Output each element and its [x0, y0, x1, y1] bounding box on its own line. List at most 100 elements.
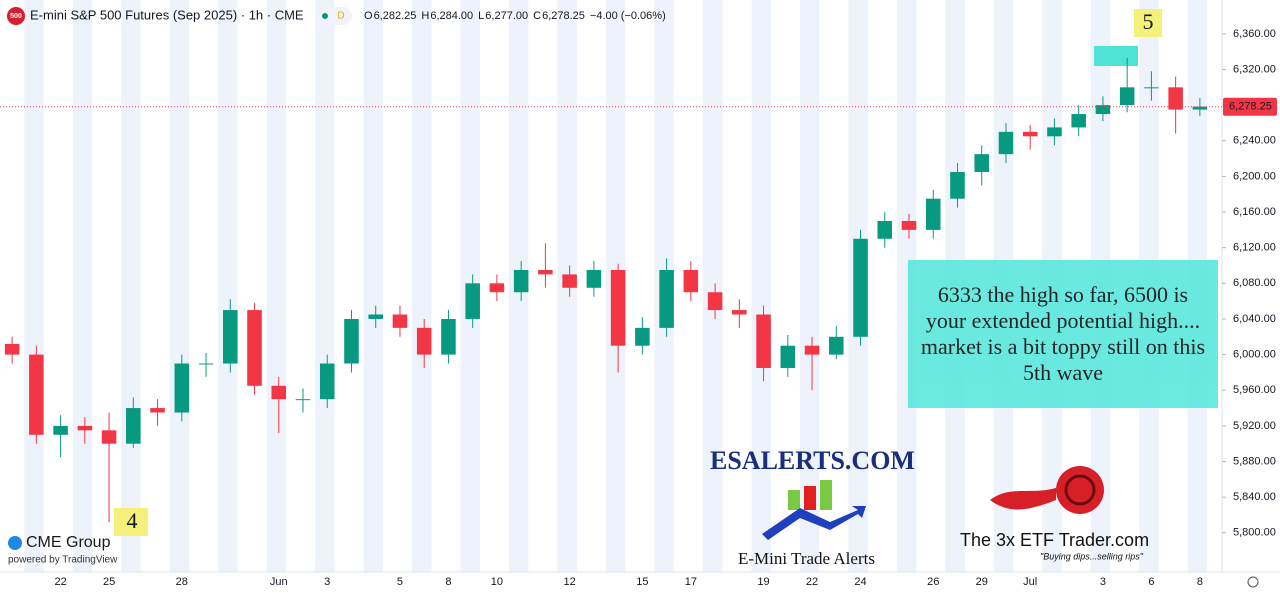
etf-logo — [1064, 474, 1096, 506]
candle-body — [1047, 127, 1062, 137]
etf-logo — [1056, 466, 1104, 514]
candle-body — [29, 354, 44, 435]
candle-body — [853, 238, 868, 337]
candle-body — [247, 310, 262, 386]
candle-body — [416, 327, 432, 355]
candle-body — [4, 343, 20, 355]
ohlc-key: O — [364, 10, 373, 22]
ohlc-value: 6,278.25 — [542, 10, 585, 22]
annotation-note: 6333 the high so far, 6500 is your exten… — [908, 260, 1218, 408]
wave4-label: 4 — [127, 508, 138, 533]
powered-text: powered by TradingView — [8, 555, 118, 566]
y-tick-label: 6,160.00 — [1233, 206, 1276, 218]
logo-bar — [804, 486, 816, 510]
x-tick-label: 29 — [976, 576, 988, 588]
candle-body — [489, 283, 505, 293]
candle-body — [804, 345, 820, 355]
wave5-box — [1134, 9, 1162, 37]
x-tick-label: 22 — [54, 576, 66, 588]
candle-body — [950, 171, 965, 199]
cme-globe — [8, 536, 22, 550]
candle-body — [174, 363, 190, 413]
x-tick-label: 8 — [445, 576, 451, 588]
session-band — [896, 0, 917, 572]
x-tick-label: 15 — [636, 576, 648, 588]
ohlc-value: 6,284.00 — [430, 10, 473, 22]
y-tick-label: 6,320.00 — [1233, 63, 1276, 75]
session-band — [24, 0, 44, 572]
candle-body — [101, 430, 117, 444]
logo-bar — [788, 490, 800, 510]
candle-body — [974, 154, 989, 172]
ohlc-key: H — [421, 10, 429, 22]
chart-title: E-mini S&P 500 Futures (Sep 2025) · 1h ·… — [30, 7, 304, 22]
logo — [7, 7, 25, 25]
session-band — [799, 0, 820, 572]
y-tick-label: 6,080.00 — [1233, 277, 1276, 289]
candle-body — [1192, 106, 1208, 110]
status-dot — [322, 13, 328, 19]
candle-body — [538, 269, 553, 275]
x-tick-label: Jun — [270, 576, 288, 588]
candle-body — [344, 318, 359, 364]
session-shading — [24, 0, 1208, 572]
ohlc-change: −4.00 (−0.06%) — [590, 10, 666, 22]
settings-icon[interactable] — [1247, 576, 1259, 588]
logo-text: 500 — [10, 13, 22, 20]
wave5-label: 5 — [1143, 9, 1154, 34]
candle-body — [465, 283, 480, 319]
x-tick-label: 26 — [927, 576, 939, 588]
wave4-box — [114, 508, 148, 536]
candle-body — [707, 292, 723, 311]
session-band — [702, 0, 723, 572]
y-tick-label: 6,360.00 — [1233, 28, 1276, 40]
candle-body — [877, 220, 893, 239]
y-tick-label: 5,920.00 — [1233, 420, 1276, 432]
etf-tag: "Buying dips...selling rips" — [1040, 551, 1144, 561]
x-tick-label: 6 — [1148, 576, 1154, 588]
last-price-box — [1223, 97, 1277, 116]
candle-body — [150, 408, 165, 413]
session-band — [751, 0, 771, 572]
x-tick-label: 12 — [564, 576, 576, 588]
candle-body — [1022, 131, 1038, 137]
y-tick-label: 6,240.00 — [1233, 135, 1276, 147]
x-tick-label: 3 — [324, 576, 330, 588]
candle-body — [925, 198, 941, 230]
y-tick-label: 6,200.00 — [1233, 170, 1276, 182]
candle-body — [586, 269, 602, 288]
y-tick-label: 5,800.00 — [1233, 527, 1276, 539]
ohlc-header: O 6,282.25 H 6,284.00 L 6,277.00 C 6,278.25 −4.0… — [364, 10, 666, 22]
session-band — [315, 0, 335, 572]
candle-body — [392, 314, 408, 328]
logo-arrow — [762, 506, 866, 540]
ohlc-key: C — [533, 10, 541, 22]
candle-body — [295, 399, 311, 401]
candle-body — [901, 220, 917, 230]
x-tick-label: 3 — [1100, 576, 1106, 588]
session-band — [363, 0, 383, 572]
brand-title: ESALERTS.COM — [710, 446, 915, 475]
candle-body — [562, 274, 577, 288]
x-tick-label: 5 — [397, 576, 403, 588]
candle-body — [441, 318, 456, 355]
session-band — [72, 0, 93, 572]
candle-body — [271, 385, 287, 400]
candle-body — [126, 408, 141, 444]
y-tick-label: 6,040.00 — [1233, 313, 1276, 325]
session-band — [266, 0, 287, 572]
candle-body — [1119, 87, 1135, 106]
candle-body — [756, 314, 771, 368]
interval-badge: D — [337, 11, 344, 22]
candle-body — [223, 310, 238, 364]
candle-body — [53, 425, 68, 435]
candle-body — [732, 310, 747, 315]
high-highlight — [1094, 46, 1138, 66]
session-band — [169, 0, 190, 572]
candle-body — [1071, 114, 1086, 128]
x-tick-label: Jul — [1023, 576, 1037, 588]
x-tick-label: 10 — [491, 576, 503, 588]
x-tick-label: 17 — [685, 576, 697, 588]
logo-bar — [820, 480, 832, 510]
